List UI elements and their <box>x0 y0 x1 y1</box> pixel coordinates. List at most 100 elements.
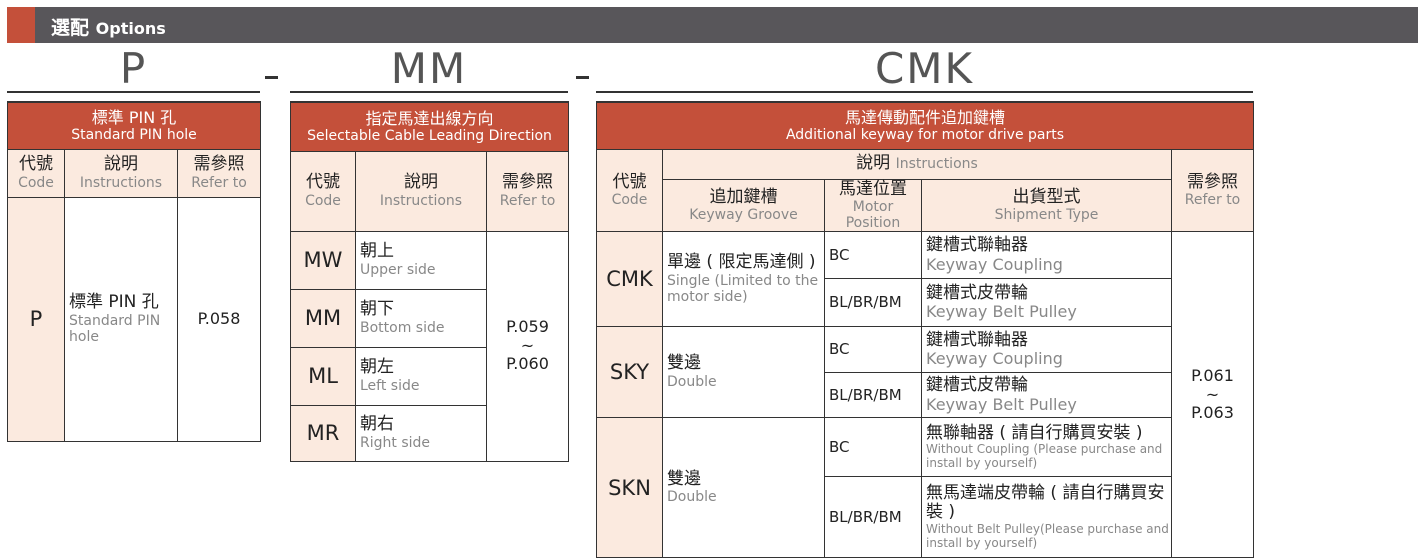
cell-text: Refer to <box>499 192 556 209</box>
cell-text: 雙邊 <box>667 353 701 374</box>
refer-pages: P.059 ~ P.060 <box>485 230 570 462</box>
cell-text: 代號 <box>306 172 340 193</box>
cell-text: 鍵槽式皮帶輪 <box>926 282 1028 303</box>
cell-text: 無馬達端皮帶輪 ( 請自行購買安裝 ) <box>926 482 1165 523</box>
table-row: 代號 Code 說明 Instructions 需參照 Refer to <box>596 148 1254 233</box>
table-cell: SKN <box>596 417 663 558</box>
cell-text: Motor Position <box>845 199 901 232</box>
col-refer: 需參照 Refer to <box>176 148 262 198</box>
cell-text: Refer to <box>191 174 247 191</box>
table-cell: 代號 Code <box>596 148 663 233</box>
cell-text: P.060 <box>506 354 549 374</box>
table-row: MW 朝上 Upper side P.059 ~ P.060 <box>290 230 570 462</box>
cell-text: Shipment Type <box>994 207 1099 224</box>
divider <box>7 91 260 93</box>
table-cell: 需參照 Refer to <box>1171 148 1254 233</box>
table-cell: 朝右 Right side <box>355 404 487 462</box>
col-code: 代號 Code <box>7 148 65 198</box>
cell-text: 雙邊 <box>667 468 701 489</box>
table-row: ML 朝左 Left side <box>290 346 569 406</box>
refer-pages: P.061 ~ P.063 <box>1171 231 1254 558</box>
table-cell: 代號 Code <box>290 150 356 232</box>
table-title: 標準 PIN 孔 Standard PIN hole <box>6 101 262 150</box>
table-cell: BC <box>824 326 922 374</box>
cell-text: 說明 <box>856 153 891 174</box>
cell-text: Additional keyway for motor drive parts <box>785 126 1065 143</box>
table-cell: 雙邊 Double <box>662 417 825 558</box>
cell-text: P.061 <box>1191 366 1234 386</box>
table-cell: 說明 Instructions <box>355 150 487 232</box>
cell-text: 鍵槽式聯軸器 <box>926 329 1028 350</box>
cell-text: Keyway Groove <box>689 207 798 224</box>
cell-text: 需參照 <box>193 154 245 175</box>
cell-text: 馬達位置 <box>839 178 907 199</box>
cell-text: 代號 <box>19 154 53 175</box>
divider <box>290 91 568 93</box>
table-cell: MR <box>290 404 356 462</box>
cell-text: Standard PIN hole <box>71 126 197 143</box>
table-cell: 無聯軸器 ( 請自行購買安裝 ) Without Coupling (Please… <box>921 417 1172 478</box>
table-cell: BC <box>824 231 922 280</box>
table-cell: P <box>7 196 65 442</box>
cell-text: 鍵槽式皮帶輪 <box>926 375 1028 396</box>
table-row: 馬達傳動配件追加鍵槽 Additional keyway for motor dr… <box>596 101 1254 150</box>
table-title: 馬達傳動配件追加鍵槽 Additional keyway for motor dr… <box>596 101 1254 150</box>
cell-text: Selectable Cable Leading Direction <box>307 127 552 144</box>
table-cell: 追加鍵槽 Keyway Groove <box>662 178 825 233</box>
separator-dash <box>576 76 589 79</box>
cell-text: 需參照 <box>502 172 553 193</box>
table-row: 指定馬達出線方向 Selectable Cable Leading Directi… <box>289 101 570 152</box>
cell-text: 說明 <box>104 154 138 175</box>
cell-text: Double <box>667 373 717 390</box>
table-cell: ML <box>290 346 356 406</box>
table-cell: BC <box>824 417 922 478</box>
table-row: P 標準 PIN 孔 Standard PIN hole P.058 <box>7 196 262 442</box>
cell-text: Code <box>18 174 54 191</box>
separator-dash <box>265 76 278 79</box>
cell-text: 追加鍵槽 <box>709 186 778 207</box>
cell-text: 標準 PIN 孔 <box>69 292 159 313</box>
table-cell: 標準 PIN 孔 Standard PIN hole <box>64 196 178 442</box>
table-cell: P.058 <box>176 196 262 442</box>
table-cell: 馬達位置 Motor Position <box>824 178 922 233</box>
table-row: 標準 PIN 孔 Standard PIN hole <box>6 101 262 150</box>
section-title: 選配 Options <box>51 17 166 39</box>
cell-text: Bottom side <box>360 319 445 336</box>
table-row: 追加鍵槽 Keyway Groove 馬達位置 Motor Position 出貨型… <box>597 178 1254 233</box>
cell-text: 朝上 <box>360 241 394 262</box>
cell-text: 馬達傳動配件追加鍵槽 <box>844 107 1005 127</box>
table-title: 指定馬達出線方向 Selectable Cable Leading Directi… <box>289 101 570 152</box>
cell-text: Code <box>611 192 648 209</box>
table-cell: 朝左 Left side <box>355 346 487 406</box>
table-cell: MM <box>290 288 356 348</box>
table-cell: BL/BR/BM <box>824 372 922 419</box>
cell-text: Keyway Coupling <box>926 254 1063 274</box>
cell-text: 代號 <box>612 171 647 192</box>
code-mm: MM <box>390 44 468 93</box>
table-cell: 鍵槽式皮帶輪 Keyway Belt Pulley <box>921 278 1172 328</box>
cell-text: Instructions <box>79 174 163 191</box>
cell-text: ~ <box>520 335 535 355</box>
table-cell: 出貨型式 Shipment Type <box>921 178 1172 233</box>
table-row: 代號 Code 說明 Instructions 需參照 Refer to <box>7 148 262 198</box>
cell-text: Instructions <box>379 192 463 209</box>
cell-text: ~ <box>1205 384 1220 404</box>
cell-text: Double <box>667 489 717 506</box>
cell-text: Upper side <box>360 261 436 278</box>
divider <box>596 91 1253 93</box>
cell-text: 需參照 <box>1187 171 1238 192</box>
cell-text: 單邊 ( 限定馬達側 ) <box>667 252 816 273</box>
table-cell: 單邊 ( 限定馬達側 ) Single (Limited to the motor… <box>662 231 825 328</box>
cell-text: 朝右 <box>360 414 394 435</box>
cell-text: Code <box>305 192 341 209</box>
cell-text: Instructions <box>895 156 978 173</box>
table-row: 代號 Code 說明 Instructions 需參照 Refer to <box>290 150 570 232</box>
accent-block <box>7 7 35 43</box>
table-row: SKY 雙邊 Double BC 鍵槽式聯軸器 Keyway Coupling <box>596 326 1254 419</box>
col-instructions: 說明 Instructions <box>64 148 178 198</box>
cell-text: Without Belt Pulley(Please purchase and … <box>926 521 1169 550</box>
section-header: 選配 Options <box>7 7 1418 43</box>
table-cell: CMK <box>596 231 663 328</box>
cell-text: Without Coupling (Please purchase and in… <box>926 442 1163 470</box>
table-row: BL/BR/BM 鍵槽式皮帶輪 Keyway Belt Pulley <box>597 278 1254 328</box>
